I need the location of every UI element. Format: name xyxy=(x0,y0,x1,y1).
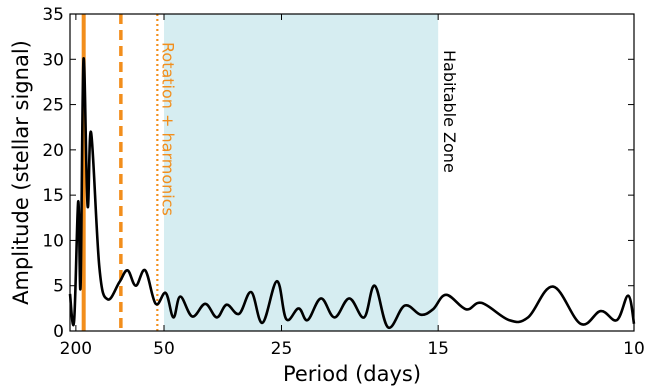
series-layer xyxy=(68,57,636,329)
y-tick-label: 0 xyxy=(53,322,64,342)
ticks-layer: 0 5 10 15 20 25 30 35 200 50 25 15 10 xyxy=(42,5,644,359)
y-tick-label: 30 xyxy=(42,50,64,70)
y-axis-title: Amplitude (stellar signal) xyxy=(9,40,33,305)
rotation-harmonics-annotation: Rotation + harmonics xyxy=(158,42,177,216)
plot-frame xyxy=(69,13,635,332)
amplitude-series-line xyxy=(68,57,636,329)
x-tick-label: 200 xyxy=(60,339,92,359)
y-tick-label: 20 xyxy=(42,141,64,161)
x-tick-label: 10 xyxy=(623,339,645,359)
x-tick-label: 25 xyxy=(271,339,293,359)
x-tick-label: 50 xyxy=(153,339,175,359)
y-tick-label: 35 xyxy=(42,5,64,25)
habitable-zone-layer xyxy=(164,14,439,331)
y-tick-label: 10 xyxy=(42,231,64,251)
y-tick-label: 25 xyxy=(42,96,64,116)
habitable-zone-label: Habitable Zone xyxy=(440,50,459,173)
y-tick-label: 15 xyxy=(42,186,64,206)
x-axis-title: Period (days) xyxy=(283,362,421,386)
labels-layer: Rotation + harmonics Habitable Zone xyxy=(158,42,459,216)
habitable-zone-band xyxy=(164,14,439,331)
x-tick-label: 15 xyxy=(427,339,449,359)
y-tick-label: 5 xyxy=(53,277,64,297)
